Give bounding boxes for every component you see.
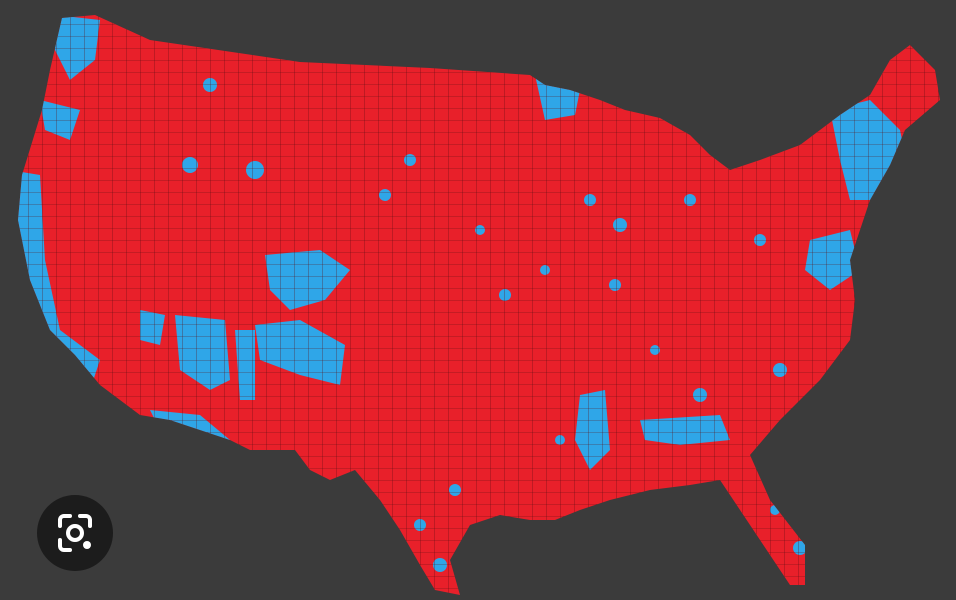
lens-button-bg[interactable] xyxy=(37,495,113,571)
lens-icon-dot[interactable] xyxy=(83,541,91,549)
lens-icon-frame[interactable] xyxy=(58,514,92,552)
lens-icon-center[interactable] xyxy=(66,524,84,542)
google-lens-button[interactable] xyxy=(37,495,113,571)
